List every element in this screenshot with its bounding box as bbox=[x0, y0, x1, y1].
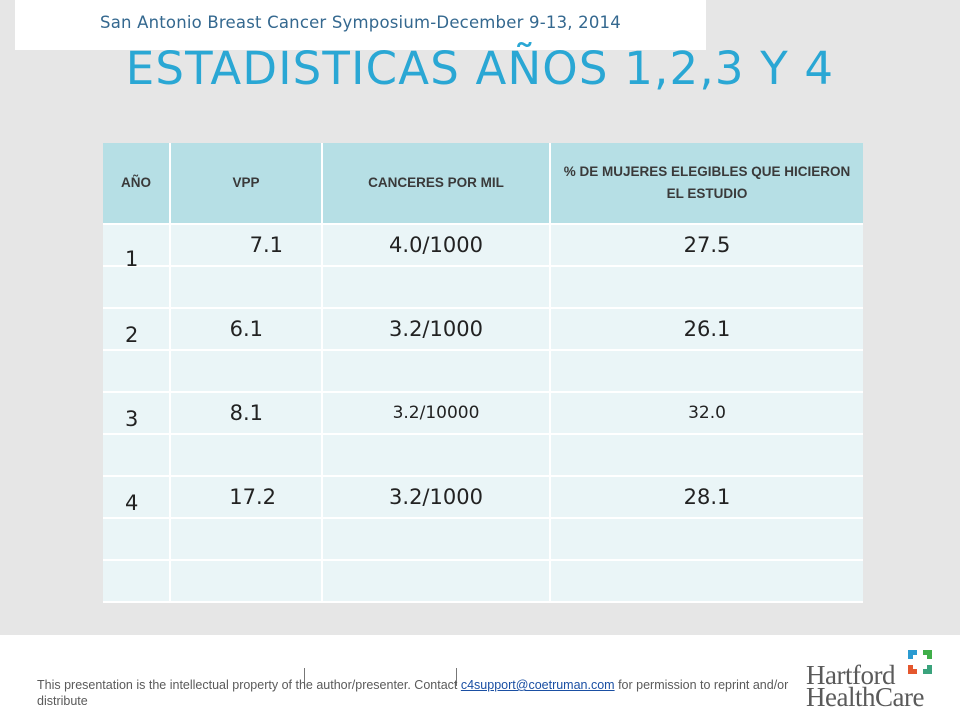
year-cell: 1 bbox=[103, 224, 171, 271]
vpp-cell: 7.1 bbox=[170, 224, 323, 267]
cancers-cell: 3.2/10000 bbox=[322, 392, 551, 435]
column-header-cancers: CANCERES POR MIL bbox=[322, 143, 551, 225]
table-row: 1 7.1 4.0/1000 27.5 bbox=[103, 224, 863, 271]
logo-mark-icon bbox=[908, 650, 932, 674]
cancers-cell: 4.0/1000 bbox=[322, 224, 551, 267]
cancers-cell: 3.2/1000 bbox=[322, 476, 551, 519]
copyright-notice: This presentation is the intellectual pr… bbox=[37, 678, 789, 708]
table-header-row: AÑO VPP CANCERES POR MIL % DE MUJERES EL… bbox=[103, 143, 863, 225]
column-header-percent: % DE MUJERES ELEGIBLES QUE HICIERON EL E… bbox=[550, 143, 863, 225]
support-email-link[interactable]: c4support@coetruman.com bbox=[460, 678, 615, 692]
footer-divider bbox=[304, 668, 305, 686]
table-row: 4 17.2 3.2/1000 28.1 bbox=[103, 476, 863, 519]
vpp-cell: 8.1 bbox=[170, 392, 323, 435]
percent-cell: 27.5 bbox=[550, 224, 863, 267]
slide-title: ESTADISTICAS AÑOS 1,2,3 Y 4 bbox=[125, 42, 835, 95]
column-header-year: AÑO bbox=[103, 143, 171, 225]
table-row-empty bbox=[103, 434, 863, 477]
statistics-table: AÑO VPP CANCERES POR MIL % DE MUJERES EL… bbox=[103, 143, 863, 608]
table-row-empty bbox=[103, 560, 863, 603]
logo-line-2: HealthCare bbox=[806, 682, 924, 712]
footer-divider bbox=[456, 668, 457, 686]
header-banner: San Antonio Breast Cancer Symposium-Dece… bbox=[15, 0, 706, 50]
hartford-healthcare-logo: Hartford HealthCare bbox=[806, 648, 936, 712]
year-cell: 3 bbox=[103, 392, 171, 435]
percent-cell: 28.1 bbox=[550, 476, 863, 519]
logo-line-1: Hartford bbox=[806, 660, 895, 690]
percent-cell: 32.0 bbox=[550, 392, 863, 435]
column-header-vpp: VPP bbox=[170, 143, 323, 225]
vpp-cell: 17.2 bbox=[170, 476, 323, 519]
symposium-header: San Antonio Breast Cancer Symposium-Dece… bbox=[100, 13, 621, 32]
vpp-cell: 6.1 bbox=[170, 308, 323, 351]
year-cell: 4 bbox=[103, 476, 171, 519]
cancers-cell: 3.2/1000 bbox=[322, 308, 551, 351]
percent-cell: 26.1 bbox=[550, 308, 863, 351]
table-row-empty bbox=[103, 266, 863, 309]
table-row: 3 8.1 3.2/10000 32.0 bbox=[103, 392, 863, 435]
table-row-empty bbox=[103, 350, 863, 393]
year-cell: 2 bbox=[103, 308, 171, 351]
table-row-empty bbox=[103, 518, 863, 561]
table-row: 2 6.1 3.2/1000 26.1 bbox=[103, 308, 863, 351]
